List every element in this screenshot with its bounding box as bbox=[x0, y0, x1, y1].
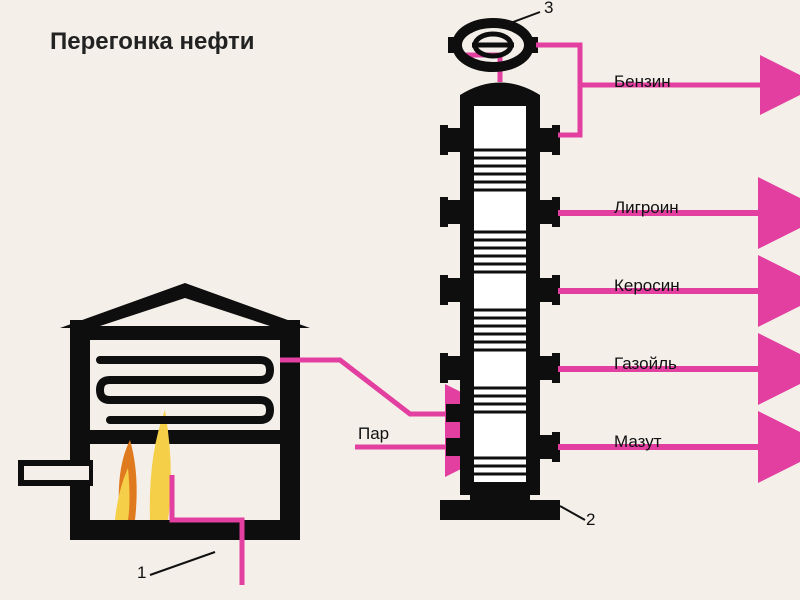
furnace-to-column-pipe bbox=[280, 360, 455, 414]
leader-2 bbox=[560, 506, 585, 520]
label-benzin: Бензин bbox=[614, 72, 671, 92]
furnace bbox=[18, 283, 310, 585]
num-condenser: 3 bbox=[544, 0, 553, 18]
label-steam: Пар bbox=[358, 424, 389, 444]
diagram-title: Перегонка нефти bbox=[50, 28, 255, 56]
label-kerosin: Керосин bbox=[614, 276, 680, 296]
label-ligroin: Лигроин bbox=[614, 198, 679, 218]
reflux-line bbox=[558, 85, 580, 135]
distillation-svg bbox=[0, 0, 800, 600]
label-gazoyl: Газойль bbox=[614, 354, 677, 374]
num-furnace: 1 bbox=[137, 563, 146, 583]
condenser bbox=[448, 12, 540, 82]
distillation-column bbox=[440, 83, 560, 521]
num-column-base: 2 bbox=[586, 510, 595, 530]
label-mazut: Мазут bbox=[614, 432, 662, 452]
diagram-canvas: Перегонка нефти bbox=[0, 0, 800, 600]
